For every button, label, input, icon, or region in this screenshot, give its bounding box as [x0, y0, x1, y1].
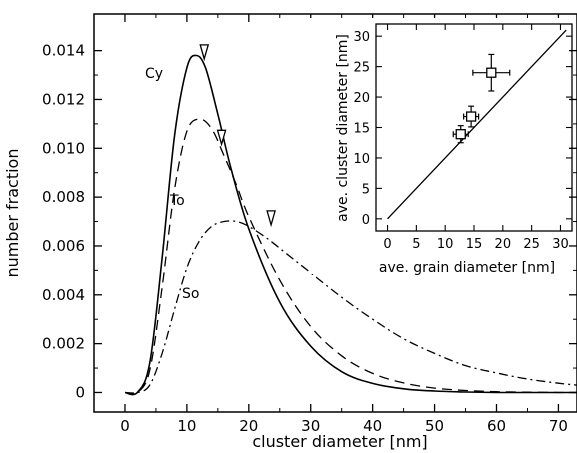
x-tick-label: 30 [301, 417, 320, 435]
main-markers [199, 44, 276, 228]
x-tick-label: 40 [363, 417, 382, 435]
inset-reference-line [387, 29, 567, 220]
inset-y-tick-label: 0 [362, 213, 370, 228]
x-tick-label: 50 [425, 417, 444, 435]
x-tick-label: 20 [239, 417, 258, 435]
inset-y-tick-label: 10 [353, 152, 370, 167]
inset-x-tick-label: 10 [437, 237, 454, 252]
inset-x-tick-label: 30 [552, 237, 569, 252]
inset-y-tick-label: 20 [353, 91, 370, 106]
main-curve-labels: Cy To So [145, 66, 199, 302]
peak-marker-so [266, 210, 276, 228]
series-label-cy: Cy [145, 66, 163, 82]
inset-y-tick-label: 5 [362, 182, 370, 197]
inset-data-point [486, 67, 497, 78]
y-tick-label: 0.014 [42, 42, 85, 60]
inset-x-tick-label: 15 [466, 237, 483, 252]
series-line-so [124, 220, 577, 394]
series-label-so: So [182, 286, 199, 302]
y-tick-label: 0.002 [42, 335, 85, 353]
series-line-to [124, 118, 577, 395]
inset-axis-labels: 0 5 10 15 20 25 30 0 5 10 15 20 25 30 [353, 30, 568, 252]
y-tick-label: 0.008 [42, 188, 85, 206]
inset-y-axis-title: ave. cluster diameter [nm] [335, 34, 351, 222]
inset-data-point [455, 129, 466, 140]
peak-marker-cy [199, 44, 210, 62]
main-plot: 0 10 20 30 40 50 60 7000.0020.0040.0060.0080.01… [3, 13, 577, 451]
inset-y-tick-label: 15 [353, 122, 370, 137]
main-x-axis-title: cluster diameter [nm] [252, 432, 427, 451]
inset-x-axis-title: ave. grain diameter [nm] [379, 260, 555, 276]
x-tick-label: 60 [487, 417, 506, 435]
peak-marker-to [216, 129, 227, 147]
main-y-axis-title: number fraction [3, 149, 22, 278]
inset-x-tick-label: 25 [523, 237, 540, 252]
main-plot-frame [93, 13, 577, 413]
main-series [124, 54, 577, 396]
inset-axis-ticks [376, 24, 572, 231]
inset-x-tick-label: 5 [412, 237, 420, 252]
x-tick-label: 70 [549, 417, 568, 435]
y-tick-label: 0.012 [42, 90, 85, 108]
series-line-cy [124, 54, 577, 396]
inset-x-tick-label: 20 [495, 237, 512, 252]
inset-y-tick-label: 25 [353, 61, 370, 76]
main-axis-labels: 0 10 20 30 40 50 60 7000.0020.0040.0060.0080.01… [42, 42, 568, 435]
y-tick-label: 0.006 [42, 237, 85, 255]
x-tick-label: 10 [177, 417, 196, 435]
inset-plot: 0 5 10 15 20 25 30 0 5 10 15 20 25 30 ave. grain diam… [310, 18, 573, 276]
y-tick-label: 0 [75, 383, 85, 401]
inset-content [387, 29, 567, 220]
inset-x-tick-label: 0 [383, 237, 391, 252]
series-label-to: To [169, 193, 185, 209]
y-tick-label: 0.010 [42, 139, 85, 157]
x-tick-label: 0 [120, 417, 130, 435]
inset-data-point [465, 111, 477, 122]
inset-y-tick-label: 30 [353, 30, 370, 45]
y-tick-label: 0.004 [42, 286, 85, 304]
